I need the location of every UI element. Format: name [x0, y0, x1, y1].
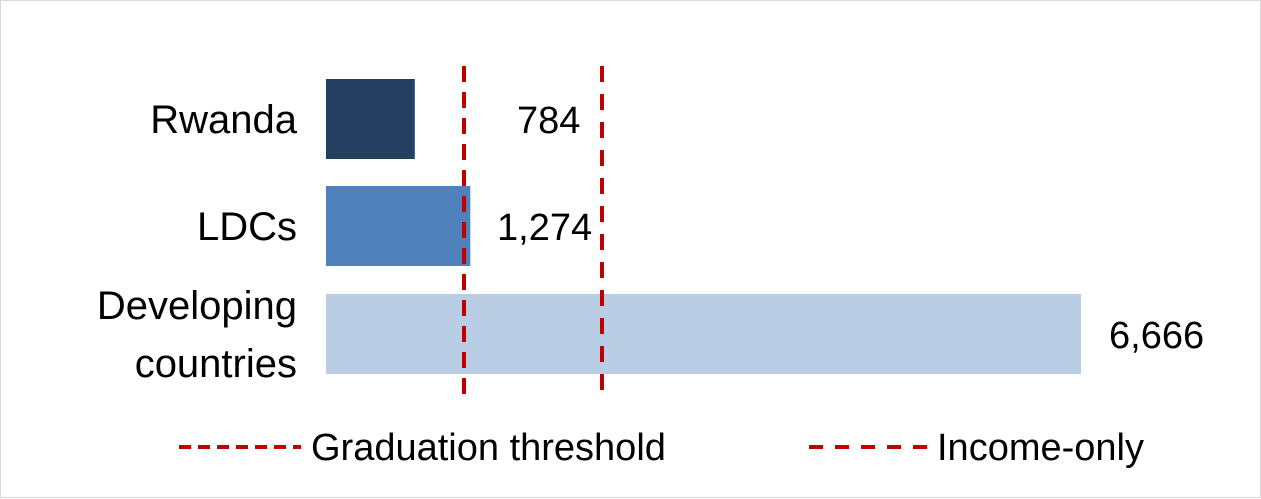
value-label: 6,666	[1109, 315, 1204, 357]
bars-layer	[326, 79, 1081, 374]
value-labels: 784 1,274 6,666	[497, 100, 1204, 357]
legend: Graduation threshold Income-only	[179, 427, 1144, 469]
category-labels: Rwanda LDCs Developing countries	[97, 98, 298, 386]
bar-developing-countries	[326, 294, 1081, 374]
bar-rwanda	[326, 79, 415, 159]
bar-ldcs	[326, 186, 471, 266]
category-label: Developing countries	[97, 284, 297, 386]
legend-label: Graduation threshold	[311, 427, 666, 469]
value-label: 784	[517, 100, 580, 142]
reference-lines	[462, 66, 604, 401]
value-label: 1,274	[497, 207, 592, 249]
category-label: Rwanda	[150, 98, 298, 142]
legend-label: Income-only	[937, 427, 1144, 469]
category-label: LDCs	[197, 205, 297, 249]
